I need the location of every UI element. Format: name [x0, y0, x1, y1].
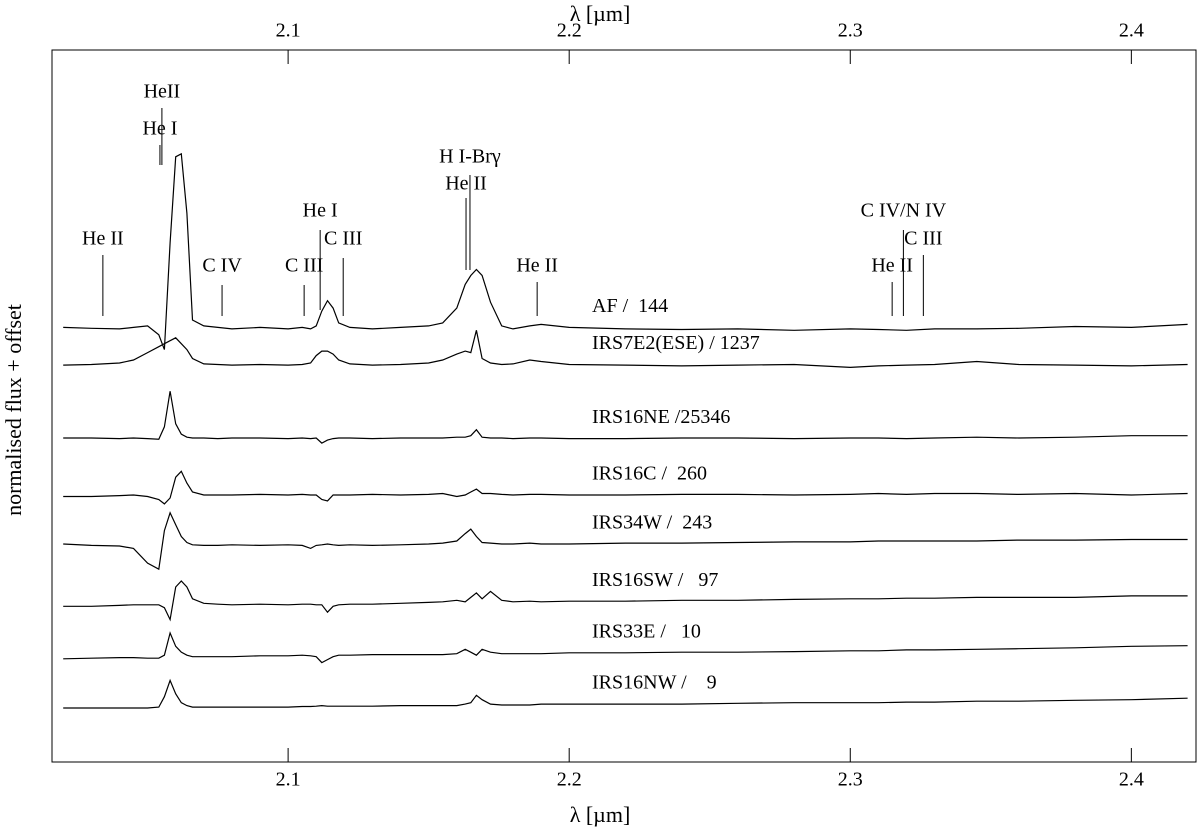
annotation-label: He II: [445, 173, 487, 195]
spectrum: [63, 152, 1188, 350]
annotation-label: He II: [871, 255, 913, 277]
spectrum-label: IRS34W / 243: [592, 512, 712, 534]
x-tick-label: 2.1: [276, 769, 301, 791]
annotation-label: H I-Brγ: [439, 146, 501, 168]
annotation-label: He II: [82, 228, 124, 250]
x-axis-label: λ [µm]: [570, 802, 631, 827]
spectrum-label: IRS16NW / 9: [592, 672, 717, 694]
annotation-label: C III: [904, 228, 942, 250]
annotation-label: He I: [303, 200, 338, 222]
x-tick-label-top: 2.4: [1119, 20, 1144, 42]
spectrum: [63, 330, 1188, 369]
annotation-label: C III: [285, 255, 323, 277]
spectrum: [63, 391, 1188, 444]
x-tick-label: 2.2: [557, 769, 582, 791]
spectrum-label: IRS33E / 10: [592, 620, 701, 642]
y-axis-label: normalised flux + offset: [1, 304, 26, 516]
spectrum: [63, 470, 1188, 505]
spectrum-label: IRS16NE /25346: [592, 406, 730, 428]
spectrum-label: IRS16C / 260: [592, 463, 707, 485]
plot-frame: [51, 49, 1197, 763]
x-tick-label-top: 2.1: [276, 20, 301, 42]
spectrum-label: AF / 144: [592, 295, 668, 317]
x-tick-label: 2.4: [1119, 769, 1144, 791]
spectrum: [63, 678, 1188, 709]
x-axis-label-top: λ [µm]: [570, 1, 631, 26]
annotation-label: HeII: [144, 81, 181, 103]
x-tick-label-top: 2.2: [557, 20, 582, 42]
spectrum: [63, 631, 1188, 664]
spectrum-label: IRS7E2(ESE) / 1237: [592, 332, 760, 354]
x-tick-label: 2.3: [838, 769, 863, 791]
spectrum: [63, 511, 1188, 571]
annotation-label: He I: [142, 118, 177, 140]
spectrum: [63, 580, 1188, 622]
annotation-label: C IV: [202, 255, 242, 277]
annotation-label: He II: [516, 255, 558, 277]
spectrum-label: IRS16SW / 97: [592, 569, 718, 591]
annotation-label: C IV/N IV: [861, 200, 947, 222]
x-tick-label-top: 2.3: [838, 20, 863, 42]
annotation-label: C III: [324, 228, 362, 250]
